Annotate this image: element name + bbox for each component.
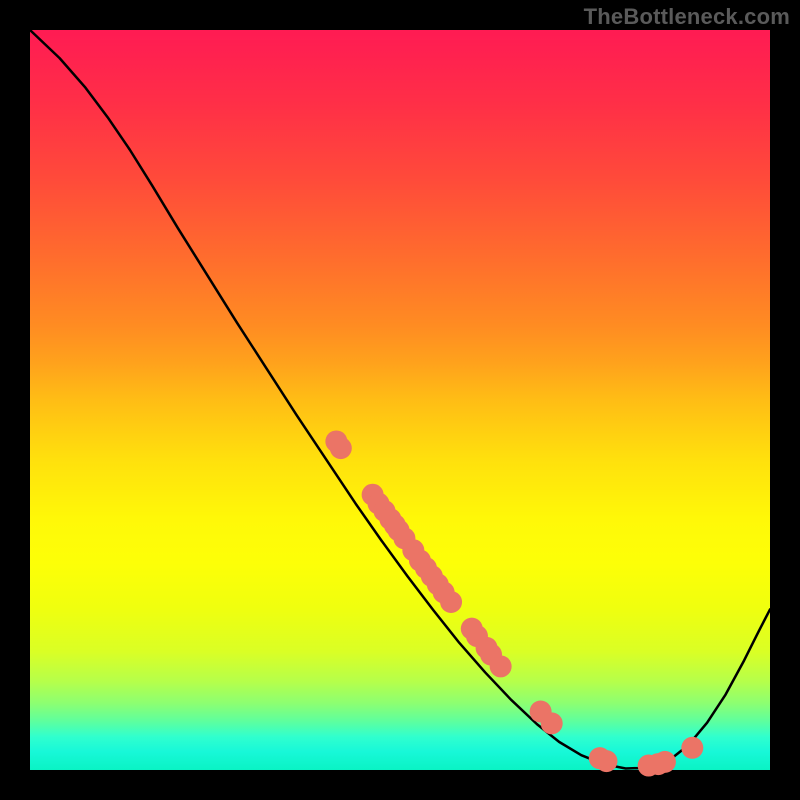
data-marker	[440, 591, 462, 613]
data-marker	[490, 655, 512, 677]
chart-container: TheBottleneck.com	[0, 0, 800, 800]
watermark-text: TheBottleneck.com	[584, 4, 790, 30]
data-marker	[681, 737, 703, 759]
bottleneck-chart	[0, 0, 800, 800]
data-marker	[330, 437, 352, 459]
chart-plot-area	[30, 30, 770, 770]
data-marker	[541, 712, 563, 734]
data-marker	[654, 751, 676, 773]
data-marker	[595, 750, 617, 772]
